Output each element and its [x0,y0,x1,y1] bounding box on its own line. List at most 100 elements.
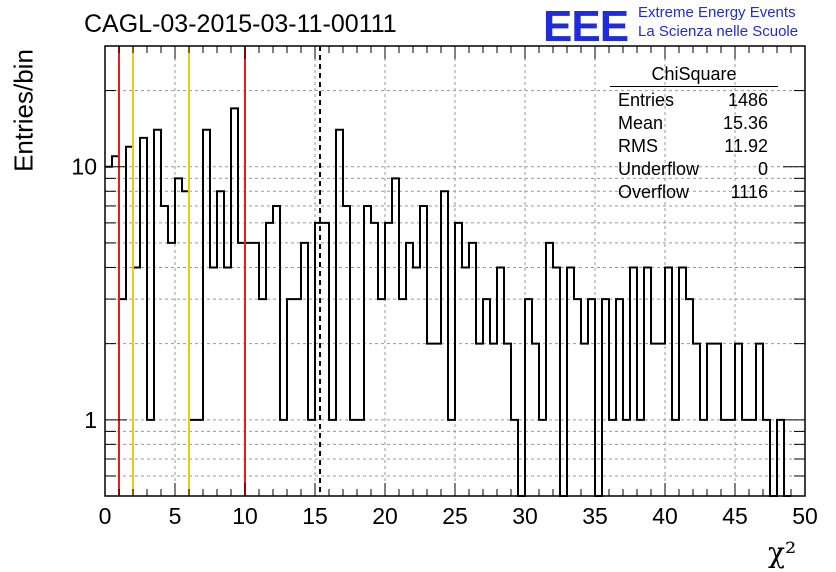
histogram-bin [245,243,252,496]
stat-label: Overflow [618,182,690,202]
histogram-bin [280,420,287,496]
histogram-bin [252,243,259,496]
histogram-bin [686,299,693,496]
stats-box: ChiSquare Entries 1486 Mean 15.36 RMS 11.92… [610,64,778,204]
histogram-bin [336,130,343,496]
histogram-bin [259,299,266,496]
histogram-bin [210,267,217,496]
histogram-bin [112,156,119,496]
histogram-bin [749,420,756,496]
histogram-bin [231,108,238,496]
histogram-bin [147,420,154,496]
histogram-series-line [105,107,791,497]
histogram-bin [504,344,511,496]
histogram-bin [420,206,427,496]
histogram-bin [679,267,686,496]
x-tick-label: 50 [792,503,818,529]
histogram-bin [567,267,574,496]
histogram-bin [462,267,469,496]
x-axis-label: χ² [768,536,797,569]
histogram-bin [217,191,224,496]
histogram-bin [238,243,245,496]
histogram-bin [203,130,210,496]
histogram-bin [448,420,455,496]
y-tick-label: 1 [84,407,97,433]
histogram-bin [623,420,630,496]
histogram-bin [266,223,273,496]
histogram-bin [287,299,294,496]
histogram-bin [301,243,308,496]
x-tick-label: 30 [512,503,538,529]
histogram-bin [357,420,364,496]
histogram-bin [196,420,203,496]
histogram-bin [763,420,770,496]
histogram-bin [371,223,378,496]
histogram-bin [392,178,399,496]
histogram-bin [469,243,476,496]
stat-row-mean: Mean 15.36 [610,112,778,135]
histogram-bin [511,420,518,496]
stat-value: 1116 [730,182,768,202]
logo-caption-1: Extreme Energy Events [638,4,796,21]
y-axis-label: Entries/bin [8,49,39,172]
x-tick-label: 15 [302,503,328,529]
histogram-bin [539,420,546,496]
stat-label: Mean [618,113,664,133]
histogram-bin [273,206,280,496]
stat-row-underflow: Underflow 0 [610,158,778,181]
x-tick-label: 35 [582,503,608,529]
histogram-bin [742,420,749,496]
stat-value: 1486 [727,90,768,110]
stat-value: 15.36 [722,113,768,133]
histogram-bin [483,299,490,496]
x-tick-label: 45 [722,503,748,529]
histogram-bin [364,206,371,496]
histogram-bin [105,167,112,496]
histogram-bin [665,267,672,496]
stat-row-entries: Entries 1486 [610,89,778,112]
histogram-bin [546,243,553,496]
histogram-bin [322,223,329,496]
histogram-bin [350,420,357,496]
histogram-bin [441,191,448,496]
histogram-bin [658,344,665,496]
stat-value: 0 [757,159,768,179]
histogram-bin [651,344,658,496]
histogram-bin [609,420,616,496]
histogram-bin [406,243,413,496]
histogram-bin [553,267,560,496]
y-tick-label: 10 [71,154,97,180]
stat-row-rms: RMS 11.92 [610,135,778,158]
x-tick-label: 25 [442,503,468,529]
histogram-bin [490,344,497,496]
histogram-bin [476,344,483,496]
eee-logo: EEE [543,2,629,51]
histogram-bin [637,420,644,496]
histogram-bin [224,267,231,496]
histogram-bin [693,344,700,496]
histogram-bin [735,344,742,496]
stat-label: Underflow [618,159,700,179]
histogram-bin [329,420,336,496]
histogram-bin [378,299,385,496]
x-tick-label: 5 [169,503,182,529]
histogram-bin [427,344,434,496]
histogram-bin [588,299,595,496]
histogram-bin [497,267,504,496]
histogram-bin [168,243,175,496]
stat-label: RMS [618,136,658,156]
histogram-bin [756,344,763,496]
histogram-bin [581,344,588,496]
histogram-bin [574,299,581,496]
histogram-bin [714,344,721,496]
histogram-bin [455,223,462,496]
histogram-bin [616,299,623,496]
stat-row-overflow: Overflow 1116 [610,181,778,204]
histogram-bin [413,267,420,496]
histogram-bin [126,147,133,496]
chart-title: CAGL-03-2015-03-11-00111 [84,10,397,38]
histogram-bin [161,206,168,496]
histogram-bin [140,138,147,496]
histogram-bin [385,223,392,496]
